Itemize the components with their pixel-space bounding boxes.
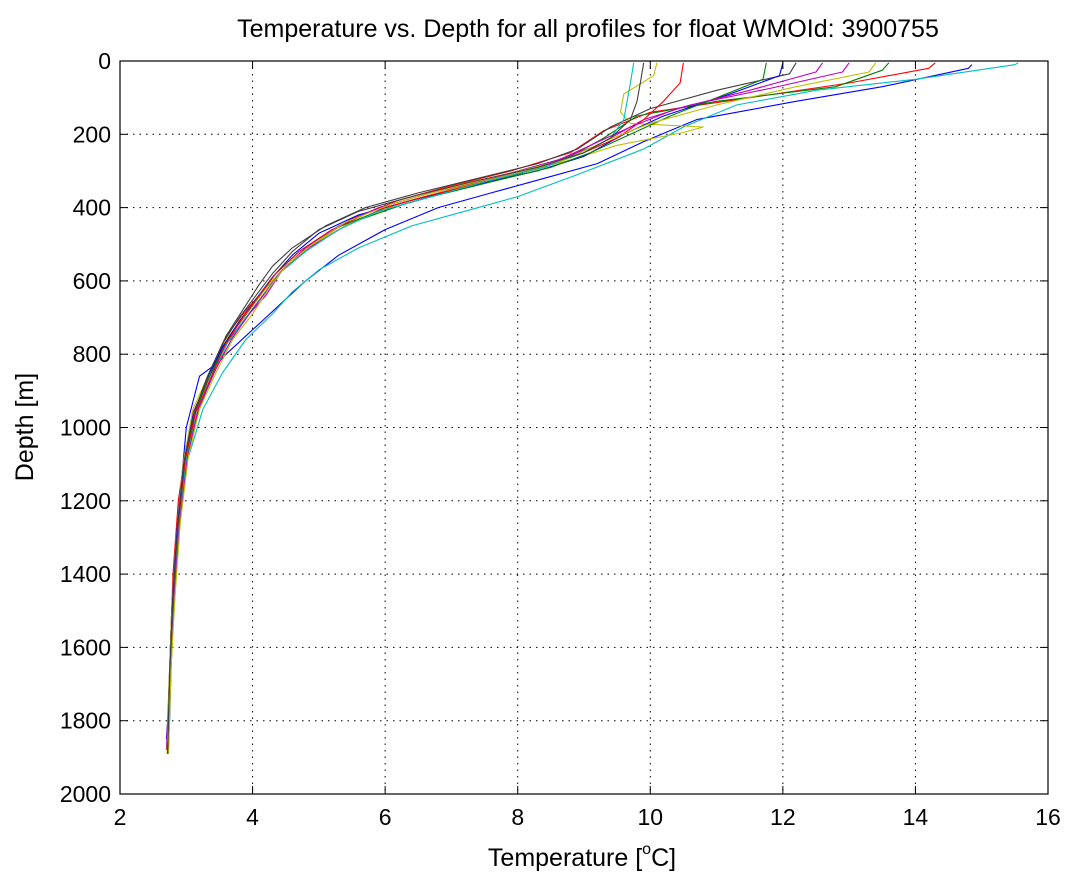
- profile-line-5: [165, 62, 850, 751]
- profile-line-6: [166, 62, 704, 754]
- x-axis-label: Temperature [oC]: [488, 841, 676, 872]
- y-tick-label: 400: [73, 195, 111, 221]
- x-tick-label: 10: [637, 804, 663, 830]
- profile-lines: [165, 62, 1019, 754]
- y-tick-label: 200: [73, 121, 111, 147]
- y-tick-label: 0: [98, 48, 111, 74]
- x-tick-label: 14: [903, 804, 929, 830]
- y-tick-label: 1800: [60, 708, 111, 734]
- profile-line-10: [167, 62, 684, 754]
- y-tick-label: 2000: [60, 781, 111, 807]
- profile-line-9: [167, 62, 767, 754]
- profile-line-13: [167, 62, 877, 754]
- x-tick-label: 16: [1035, 804, 1061, 830]
- y-tick-label: 1200: [60, 488, 111, 514]
- profile-line-11: [167, 62, 635, 754]
- y-tick-label: 800: [73, 341, 111, 367]
- y-tick-label: 1400: [60, 561, 111, 587]
- profile-line-14: [167, 62, 645, 754]
- x-tick-label: 4: [246, 804, 259, 830]
- x-tick-label: 8: [511, 804, 524, 830]
- y-axis-label: Depth [m]: [11, 373, 39, 481]
- y-tick-label: 1600: [60, 634, 111, 660]
- plot-frame: [119, 60, 1049, 795]
- y-tick-label: 600: [73, 268, 111, 294]
- profile-line-2: [167, 62, 1019, 754]
- x-tick-label: 12: [770, 804, 796, 830]
- profile-line-1: [165, 64, 973, 740]
- chart-title: Temperature vs. Depth for all profiles f…: [237, 15, 939, 43]
- y-axis-tick-labels: 0 200 400 600 800 1000 1200 1400 1600 1800 2000: [60, 48, 111, 807]
- y-tick-label: 1000: [60, 415, 111, 441]
- x-axis-tick-labels: 2 4 6 8 10 12 14 16: [114, 804, 1061, 830]
- x-tick-label: 2: [114, 804, 127, 830]
- profile-line-7: [167, 62, 797, 751]
- grid-lines: [120, 61, 1048, 794]
- axis-ticks: [119, 60, 1049, 795]
- x-tick-label: 6: [379, 804, 392, 830]
- profile-line-8: [167, 62, 784, 754]
- profile-line-12: [167, 62, 824, 754]
